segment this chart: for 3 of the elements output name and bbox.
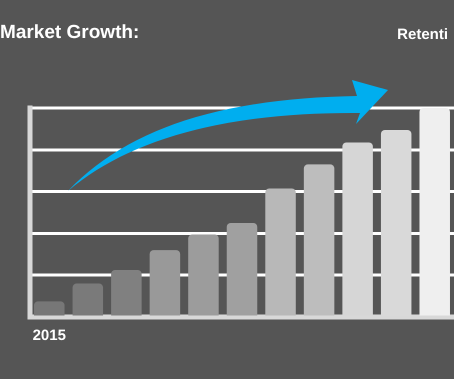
chart-title: Market Growth: <box>0 22 140 44</box>
x-tick-label: 2015 <box>32 327 66 344</box>
text: Retenti <box>397 26 448 43</box>
